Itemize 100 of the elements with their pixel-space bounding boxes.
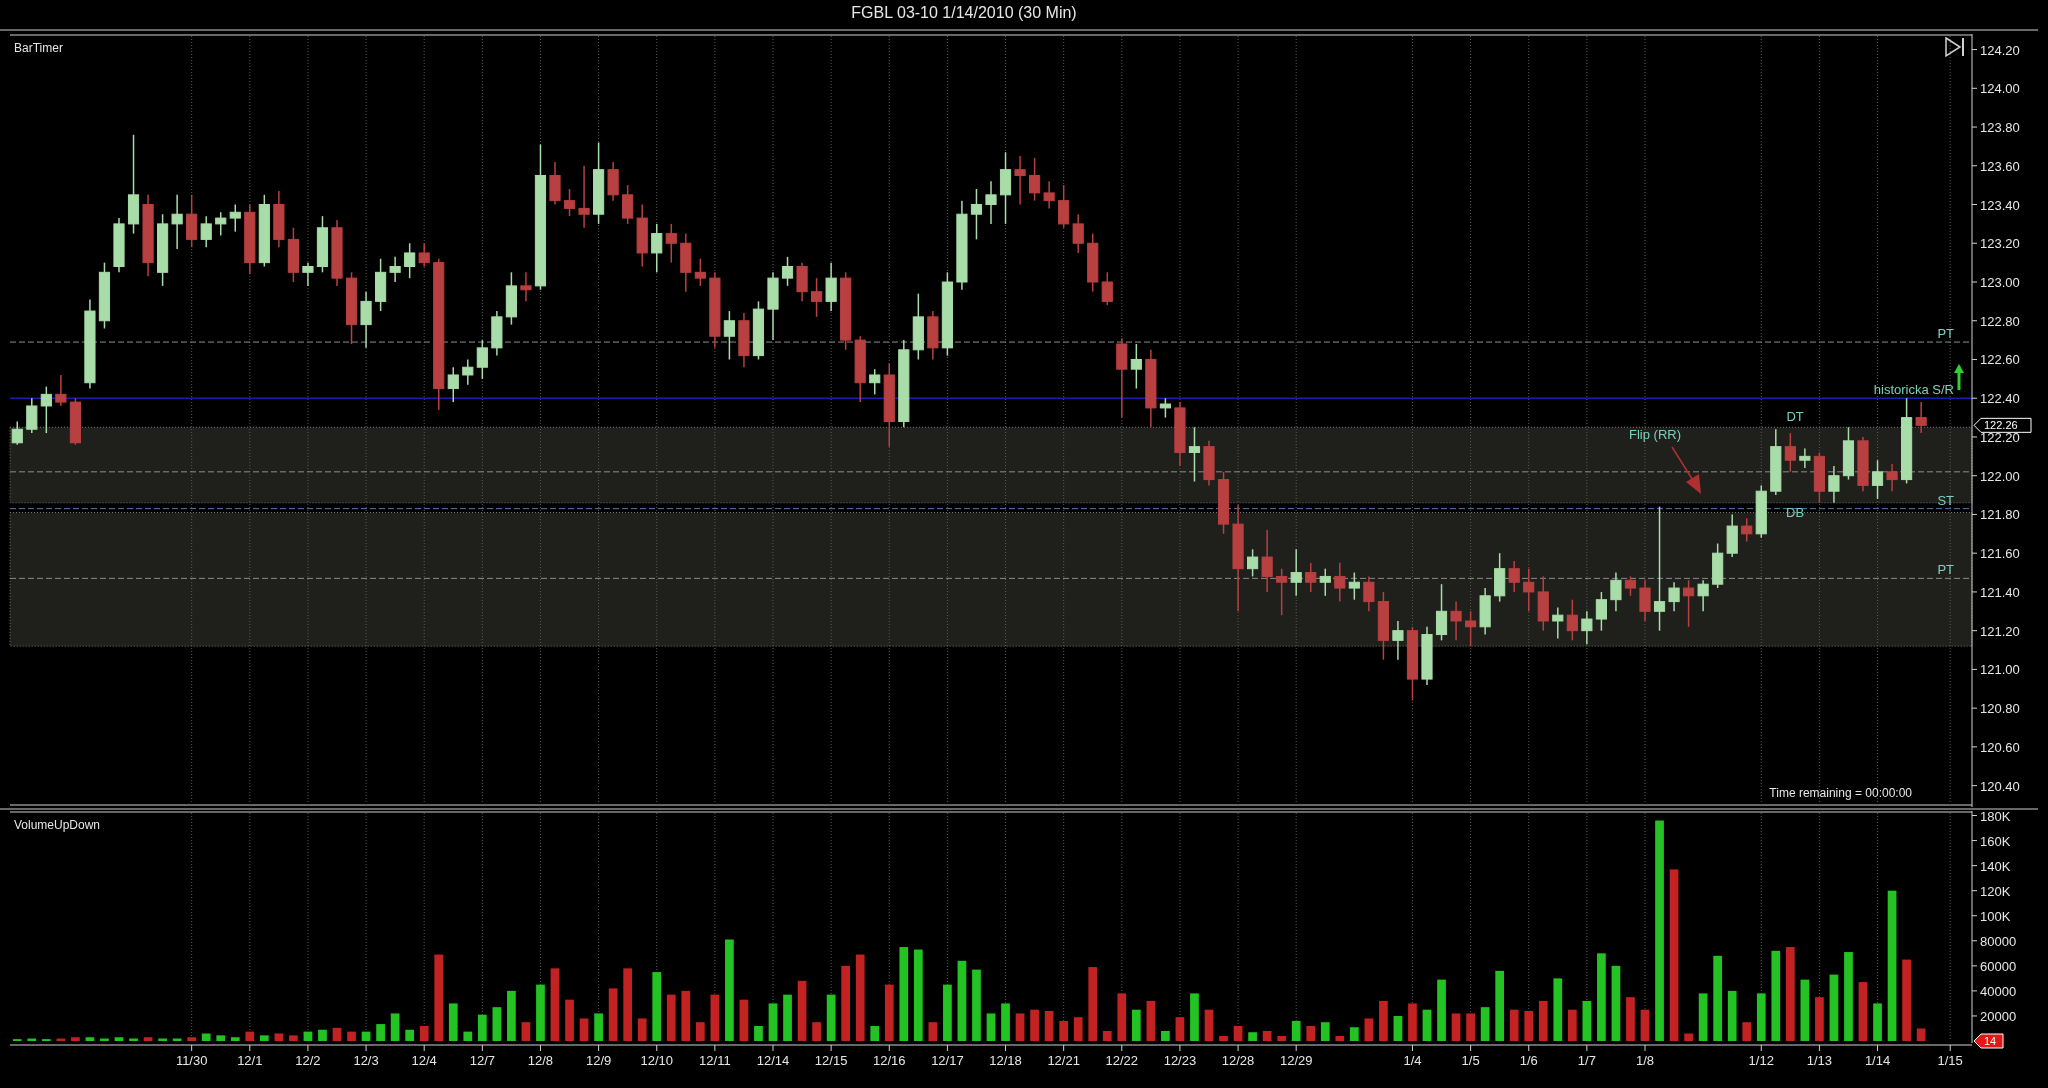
candlestick	[1188, 426, 1201, 483]
annotation: Flip (RR)	[1629, 427, 1681, 442]
y-tick-label: 121.00	[1980, 662, 2020, 678]
bar	[725, 939, 734, 1041]
bar	[448, 1003, 458, 1041]
y-tick-label: 124.20	[1980, 42, 2020, 58]
candlestick	[1465, 610, 1477, 647]
x-tick-label: 1/14	[1864, 1053, 1891, 1068]
bar	[1727, 990, 1737, 1041]
candlestick	[1450, 600, 1462, 642]
x-tick-label: 12/17	[931, 1053, 964, 1068]
bar	[739, 999, 749, 1041]
candlestick	[1029, 157, 1041, 202]
bar	[637, 1018, 647, 1041]
bar	[1088, 967, 1098, 1041]
annotation: Time remaining = 00:00:00	[1769, 786, 1913, 800]
x-tick-label: 12/23	[1163, 1053, 1197, 1068]
candlestick	[723, 310, 735, 361]
bar	[492, 1007, 502, 1041]
bar	[259, 1035, 269, 1041]
bar	[913, 949, 923, 1041]
bar	[56, 1038, 66, 1041]
bar	[1495, 970, 1505, 1041]
bar	[289, 1035, 298, 1041]
y-tick-label: 123.80	[1980, 120, 2020, 136]
bar	[797, 980, 807, 1041]
x-tick-label: 12/14	[756, 1053, 790, 1068]
candlestick	[985, 180, 997, 225]
y-tick-label: 123.00	[1980, 275, 2020, 290]
bar	[1233, 1025, 1243, 1041]
candlestick	[1261, 529, 1273, 593]
candlestick	[1043, 180, 1055, 210]
y-tick-label: 121.20	[1980, 623, 2020, 639]
bar	[1161, 1030, 1170, 1041]
candlestick	[1058, 184, 1070, 229]
bar	[463, 1031, 473, 1041]
y-tick-label: 122.40	[1980, 391, 2020, 407]
candlestick	[200, 215, 212, 248]
x-tick-label: 12/22	[1105, 1053, 1139, 1068]
x-tick-label: 1/15	[1937, 1053, 1963, 1068]
bar	[565, 999, 574, 1041]
x-tick-label: 12/28	[1221, 1053, 1255, 1068]
x-tick-label: 1/6	[1519, 1053, 1538, 1068]
bar	[1698, 993, 1708, 1041]
bar	[1916, 1028, 1926, 1041]
candlestick	[1334, 562, 1346, 603]
x-tick-label: 12/2	[295, 1053, 321, 1068]
x-tick-label: 1/8	[1635, 1053, 1655, 1068]
bar	[274, 1033, 284, 1041]
candlestick	[781, 256, 794, 287]
x-tick-label: 1/7	[1577, 1053, 1596, 1068]
candlestick	[1886, 463, 1898, 492]
candlestick	[1319, 567, 1331, 597]
bar	[1873, 1003, 1882, 1041]
bar	[754, 1025, 763, 1041]
candlestick	[1915, 401, 1927, 434]
bar	[870, 1025, 880, 1041]
candlestick	[1828, 465, 1840, 504]
annotation: DB	[1786, 504, 1805, 520]
candlestick	[1435, 583, 1448, 642]
bar	[1379, 1000, 1388, 1041]
bar	[318, 1029, 327, 1041]
bar	[972, 969, 981, 1041]
bar	[1844, 952, 1853, 1041]
bar	[1582, 1000, 1592, 1041]
bar	[899, 947, 909, 1041]
y-tick-label: 120.40	[1980, 778, 2020, 794]
bar	[855, 954, 865, 1041]
ref-line-label: PT	[1937, 562, 1955, 578]
bar	[1277, 1035, 1287, 1041]
candlestick	[665, 223, 677, 264]
candlestick	[1784, 432, 1796, 473]
candlestick	[1363, 575, 1375, 613]
bar	[405, 1029, 415, 1041]
bar	[507, 990, 516, 1041]
candlestick	[811, 277, 823, 318]
bar	[201, 1033, 211, 1041]
bar	[943, 984, 952, 1041]
candlestick	[229, 203, 241, 233]
y-tick-label: 180K	[1980, 808, 2011, 824]
candlestick	[462, 358, 474, 386]
candlestick	[563, 188, 576, 217]
candlestick	[389, 256, 401, 283]
candlestick	[1610, 571, 1622, 613]
bar	[594, 1013, 603, 1041]
candlestick	[1290, 548, 1302, 597]
bar	[434, 954, 444, 1041]
bar	[1044, 1010, 1054, 1041]
chart-title: FGBL 03-10 1/14/2010 (30 Min)	[851, 4, 1077, 21]
ref-line-label: ST	[1937, 492, 1955, 508]
bar	[1771, 950, 1781, 1041]
y-tick-label: 122.00	[1980, 468, 2020, 484]
bar	[1117, 993, 1127, 1041]
text: 14	[1984, 1035, 1997, 1047]
y-tick-label: 123.40	[1980, 197, 2020, 213]
x-tick-label: 12/8	[527, 1053, 554, 1068]
candlestick	[215, 211, 227, 237]
text: 122.26	[1984, 419, 2018, 432]
bar	[1538, 1000, 1548, 1041]
y-tick-label: 160K	[1980, 833, 2011, 849]
